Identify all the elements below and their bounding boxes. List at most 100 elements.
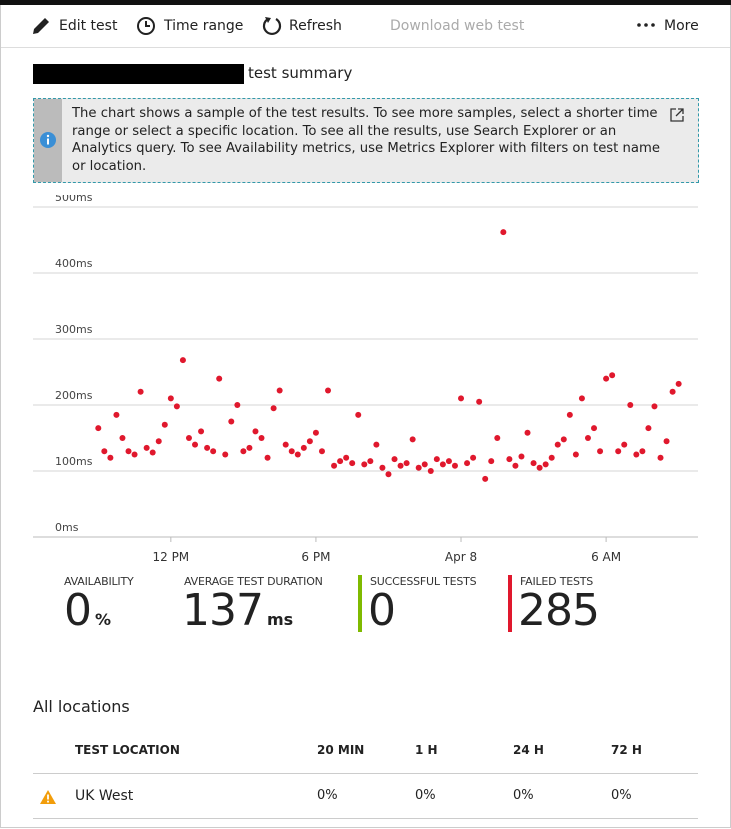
point bbox=[675, 380, 682, 387]
point bbox=[131, 451, 138, 458]
point bbox=[536, 464, 543, 471]
metric-value: 285 bbox=[518, 585, 600, 636]
point bbox=[204, 444, 211, 451]
point bbox=[337, 458, 344, 465]
point bbox=[470, 454, 477, 461]
point bbox=[119, 435, 126, 441]
point bbox=[167, 395, 174, 402]
point bbox=[325, 387, 332, 394]
point bbox=[306, 438, 313, 445]
point bbox=[445, 458, 452, 465]
chart: 0ms 100ms 200ms 300ms 400ms 500ms 12 PM 6 PM Apr… bbox=[33, 195, 698, 564]
point bbox=[518, 453, 525, 460]
cell: 0% bbox=[513, 788, 534, 803]
warning-icon bbox=[40, 789, 56, 804]
metric-value: 0 bbox=[368, 585, 396, 636]
locations-table: TEST LOCATION 20 MIN 1 H 24 H 72 H UK We… bbox=[33, 728, 698, 819]
point bbox=[645, 425, 652, 432]
point bbox=[663, 438, 670, 445]
point bbox=[343, 454, 350, 461]
more[interactable]: More bbox=[664, 18, 699, 34]
point bbox=[482, 475, 489, 482]
y-tick-label: 0ms bbox=[55, 521, 79, 534]
x-tick-label: 12 PM bbox=[152, 550, 189, 564]
point bbox=[560, 436, 567, 443]
point bbox=[246, 444, 253, 451]
x-tick-label: Apr 8 bbox=[445, 550, 477, 564]
top-bar bbox=[0, 0, 731, 5]
point bbox=[669, 388, 676, 395]
point bbox=[373, 441, 380, 448]
cell: 0% bbox=[317, 788, 338, 803]
toolbar-divider bbox=[1, 47, 730, 48]
point bbox=[318, 448, 325, 455]
time-range[interactable]: Time range bbox=[164, 18, 244, 34]
point bbox=[349, 460, 356, 467]
point bbox=[95, 425, 102, 432]
refresh-icon bbox=[262, 17, 282, 36]
point bbox=[179, 357, 186, 364]
point bbox=[101, 448, 108, 455]
metric-label: AVERAGE TEST DURATION bbox=[184, 575, 323, 588]
point bbox=[572, 451, 579, 458]
point bbox=[288, 448, 295, 455]
point bbox=[107, 454, 114, 461]
cell: 0% bbox=[415, 788, 436, 803]
metric-value: 137 ms bbox=[182, 585, 293, 636]
refresh[interactable]: Refresh bbox=[289, 18, 342, 34]
point bbox=[252, 428, 259, 435]
point bbox=[609, 372, 616, 379]
more-icon bbox=[637, 23, 655, 27]
metric-label: FAILED TESTS bbox=[520, 575, 594, 588]
point bbox=[300, 444, 307, 451]
point bbox=[143, 444, 150, 451]
info-box: The chart shows a sample of the test res… bbox=[33, 98, 699, 183]
point bbox=[409, 436, 416, 443]
point bbox=[198, 428, 205, 435]
metric-value: 0% bbox=[64, 585, 111, 636]
point bbox=[458, 395, 465, 402]
point bbox=[149, 449, 156, 456]
y-tick-label: 200ms bbox=[55, 389, 93, 402]
point bbox=[282, 441, 289, 448]
point bbox=[391, 456, 398, 463]
info-icon bbox=[40, 132, 56, 148]
point bbox=[615, 448, 622, 455]
table-title: All locations bbox=[33, 697, 130, 716]
point bbox=[161, 421, 168, 428]
point bbox=[506, 456, 513, 463]
point bbox=[488, 458, 495, 465]
point bbox=[258, 435, 265, 441]
x-tick-label: 6 AM bbox=[591, 550, 621, 564]
metric-number: 137 bbox=[182, 585, 264, 636]
x-tick-label: 6 PM bbox=[301, 550, 330, 564]
point bbox=[451, 462, 458, 469]
point bbox=[464, 460, 471, 467]
summary-title: test summary bbox=[248, 64, 353, 82]
point bbox=[192, 441, 199, 448]
row[interactable]: UK West 0% 0% 0% 0% bbox=[33, 773, 698, 818]
point bbox=[312, 429, 319, 436]
point bbox=[240, 448, 247, 455]
metric-unit: ms bbox=[266, 610, 294, 629]
point bbox=[584, 435, 591, 441]
point bbox=[591, 425, 598, 432]
column-header: 20 MIN bbox=[317, 743, 365, 758]
header-row: TEST LOCATION 20 MIN 1 H 24 H 72 H bbox=[33, 728, 698, 773]
point bbox=[294, 451, 301, 458]
metric-label: AVAILABILITY bbox=[64, 575, 134, 588]
point bbox=[234, 402, 241, 408]
point bbox=[427, 468, 434, 474]
cell: UK West bbox=[33, 773, 316, 818]
metric-unit: % bbox=[95, 610, 112, 629]
y-tick-label: 300ms bbox=[55, 323, 93, 336]
point bbox=[566, 411, 573, 418]
point bbox=[439, 461, 446, 468]
edit-icon bbox=[33, 18, 49, 34]
point bbox=[651, 403, 658, 410]
edit-test[interactable]: Edit test bbox=[59, 18, 118, 34]
point bbox=[603, 375, 610, 382]
external-link-icon[interactable] bbox=[670, 108, 684, 122]
clock-icon bbox=[137, 17, 155, 35]
column-header: 24 H bbox=[513, 743, 544, 758]
